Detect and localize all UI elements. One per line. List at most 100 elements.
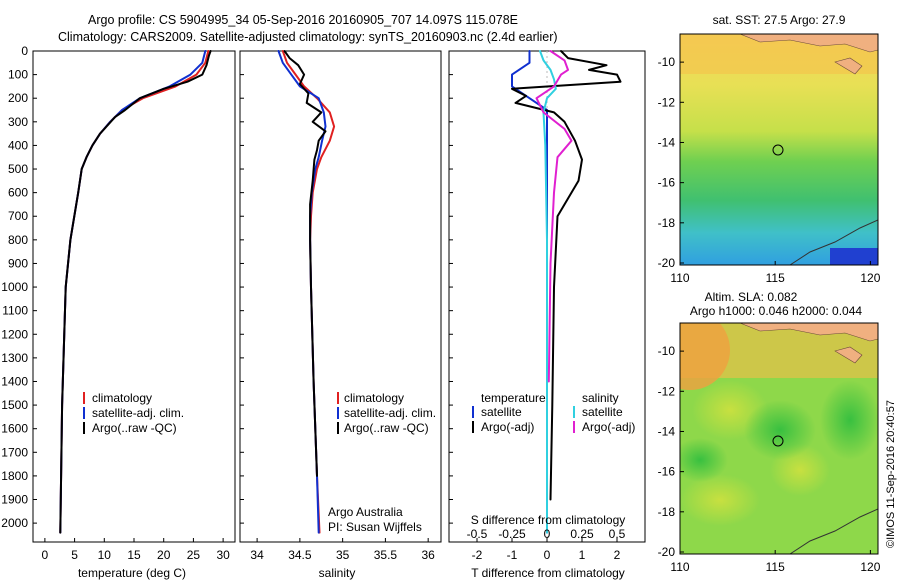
depth-tick-label: 1500 — [1, 398, 28, 412]
s-diff-tick-label: -0.25 — [498, 527, 526, 541]
sst-deep-blue — [830, 248, 878, 265]
depth-tick-label: 400 — [8, 138, 28, 152]
sla-map-frame — [679, 322, 879, 555]
sla-blob-3 — [680, 474, 760, 526]
lat-tick-label: -16 — [658, 176, 676, 190]
lon-tick-label: 110 — [670, 560, 689, 574]
temperature-xlabel: temperature (deg C) — [78, 566, 186, 580]
depth-tick-label: 700 — [8, 209, 28, 223]
depth-tick-label: 600 — [8, 186, 28, 200]
series-line-salinity-satellite — [539, 50, 557, 534]
x-tick-label: 0 — [42, 548, 49, 562]
legend-climatology-label: climatology — [344, 391, 404, 405]
x-tick-label: 2 — [614, 548, 621, 562]
sla-low-3 — [680, 438, 728, 482]
lat-tick-label: -16 — [658, 465, 676, 479]
depth-tick-label: 800 — [8, 233, 28, 247]
sst-coastline — [789, 219, 878, 265]
temperature-legend: climatology satellite-adj. clim. Argo(..… — [83, 391, 184, 435]
s-difference-label: S difference from climatology — [471, 513, 626, 527]
depth-tick-label: 0 — [21, 44, 28, 58]
lat-tick-label: -20 — [658, 256, 676, 270]
series-line-argo-raw-qc- — [283, 50, 327, 477]
sst-map: sat. SST: 27.5 Argo: 27.9 -10-12-14-16-1… — [658, 13, 881, 285]
series-line-salinity-argo-adj- — [535, 50, 573, 383]
legend-temperature-title: temperature — [481, 391, 546, 405]
legend-argo-label: Argo(..raw -QC) — [344, 421, 429, 435]
sst-lon-axis: 110 115 120 — [670, 261, 881, 285]
salinity-series — [277, 50, 336, 534]
x-tick-label: 35 — [336, 548, 350, 562]
sst-map-title: sat. SST: 27.5 Argo: 27.9 — [713, 13, 846, 27]
legend-temp-satellite-label: satellite — [481, 405, 522, 419]
sst-lat-axis: -10 -12 -14 -16 -18 -20 — [658, 55, 684, 270]
difference-series — [511, 50, 622, 534]
depth-tick-label: 1000 — [1, 280, 28, 294]
legend-climatology-label: climatology — [92, 391, 152, 405]
sla-argo-marker — [772, 435, 784, 447]
difference-x-axis: -2 -1 0 1 2 — [472, 538, 621, 562]
imos-watermark: ©IMOS 11-Sep-2016 20:40:57 — [885, 400, 897, 548]
s-diff-tick-label: 0.25 — [570, 527, 594, 541]
lat-tick-label: -20 — [658, 545, 676, 559]
difference-legend: temperature satellite Argo(-adj) salinit… — [472, 391, 635, 434]
salinity-y-ticks — [240, 50, 244, 524]
temperature-y-ticks — [33, 50, 37, 524]
legend-sal-argo-label: Argo(-adj) — [582, 420, 635, 434]
depth-tick-label: 300 — [8, 115, 28, 129]
lon-tick-label: 115 — [766, 271, 785, 285]
x-tick-label: -2 — [472, 548, 483, 562]
figure-title-line2: Climatology: CARS2009. Satellite-adjuste… — [58, 30, 558, 44]
depth-tick-label: 1900 — [1, 493, 28, 507]
temperature-x-axis: 0 5 10 15 20 25 30 — [42, 538, 230, 562]
x-tick-label: 25 — [187, 548, 201, 562]
lon-tick-label: 120 — [860, 271, 880, 285]
lon-tick-label: 115 — [766, 560, 785, 574]
series-line-argo-raw-qc- — [59, 50, 212, 534]
legend-satellite-label: satellite-adj. clim. — [344, 406, 436, 420]
sst-land-north — [739, 34, 878, 75]
lat-tick-label: -12 — [658, 95, 676, 109]
temperature-panel-frame — [32, 50, 236, 543]
depth-tick-label: 1300 — [1, 351, 28, 365]
salinity-panel-frame — [239, 50, 442, 543]
lat-tick-label: -12 — [658, 384, 676, 398]
depth-tick-label: 900 — [8, 256, 28, 270]
lat-tick-label: -18 — [658, 505, 676, 519]
temperature-panel: 0 5 10 15 20 25 30 temperature (deg C) climato… — [32, 50, 236, 580]
sla-low-1 — [744, 400, 816, 460]
legend-temp-argo-label: Argo(-adj) — [481, 420, 534, 434]
depth-tick-label: 1200 — [1, 327, 28, 341]
s-diff-tick-label: 0.5 — [609, 527, 626, 541]
sla-coastline — [789, 508, 878, 554]
sst-map-frame — [679, 33, 879, 266]
legend-salinity-title: salinity — [582, 391, 619, 405]
x-tick-label: 5 — [71, 548, 78, 562]
sla-high-west — [680, 323, 730, 390]
depth-tick-label: 2000 — [1, 516, 28, 530]
sla-lat-axis: -10 -12 -14 -16 -18 -20 — [658, 344, 684, 559]
sla-low-2 — [820, 380, 878, 460]
figure-title-line1: Argo profile: CS 5904995_34 05-Sep-2016 … — [88, 13, 518, 27]
x-tick-label: 36 — [421, 548, 435, 562]
lon-tick-label: 110 — [670, 271, 689, 285]
lat-tick-label: -10 — [658, 55, 676, 69]
x-tick-label: 15 — [127, 548, 141, 562]
difference-panel: -2 -1 0 1 2 S difference from climatology -0… — [448, 50, 646, 580]
depth-tick-label: 1800 — [1, 469, 28, 483]
credit-line1: Argo Australia — [328, 505, 403, 519]
depth-tick-label: 100 — [8, 68, 28, 82]
salinity-x-axis: 34 34.5 35 35.5 36 — [250, 538, 435, 562]
credit-line2: PI: Susan Wijffels — [328, 520, 422, 534]
series-line-climatology — [281, 50, 336, 534]
depth-axis: 0 100 200 300 400 500 600 700 800 900 1000 1100 1200… — [1, 44, 28, 530]
lon-tick-label: 120 — [860, 560, 880, 574]
sla-map: Altim. SLA: 0.082 Argo h1000: 0.046 h200… — [658, 290, 881, 574]
x-tick-label: 20 — [157, 548, 171, 562]
legend-satellite-label: satellite-adj. clim. — [92, 406, 184, 420]
lat-tick-label: -14 — [658, 424, 676, 438]
depth-tick-label: 200 — [8, 91, 28, 105]
series-line-satellite-adj-clim- — [59, 50, 207, 534]
legend-sal-satellite-label: satellite — [582, 405, 623, 419]
